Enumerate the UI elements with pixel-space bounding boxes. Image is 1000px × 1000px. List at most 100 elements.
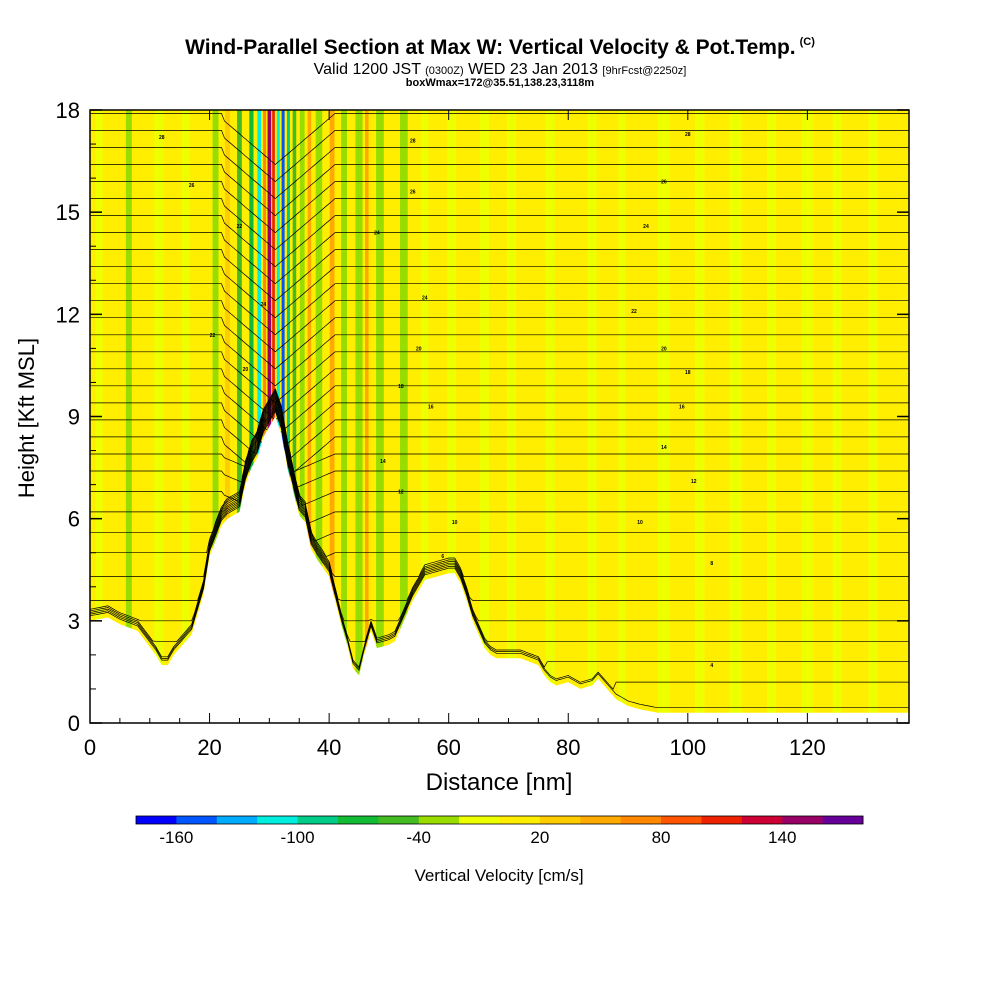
velocity-band (729, 110, 742, 723)
isentrope-line (90, 334, 909, 387)
isentrope-line (90, 317, 909, 370)
velocity-band (225, 110, 230, 723)
isentrope-line (90, 283, 909, 336)
colorbar-tick-label: -40 (406, 828, 431, 847)
y-tick-label: 15 (56, 200, 80, 225)
velocity-band (125, 110, 132, 723)
contour-label: 20 (416, 346, 422, 352)
contour-label: 14 (380, 459, 386, 465)
contour-label: 18 (685, 370, 691, 376)
colorbar-segment (418, 816, 460, 824)
isentrope-line (90, 390, 909, 473)
velocity-band (272, 110, 275, 723)
isentrope-line (90, 181, 909, 234)
terrain-fill (90, 416, 909, 723)
velocity-band (421, 110, 429, 723)
colorbar-label: Vertical Velocity [cm/s] (414, 866, 583, 885)
contour-label: 10 (637, 520, 643, 526)
colorbar-tick-label: 80 (652, 828, 671, 847)
isentrope-line (90, 408, 909, 690)
isentrope-line (90, 405, 909, 642)
colorbar-tick-label: 140 (768, 828, 796, 847)
colorbar-segment (216, 816, 258, 824)
colorbar-segment (136, 816, 177, 824)
velocity-band (212, 110, 219, 723)
velocity-band (399, 110, 408, 723)
isentrope-line (90, 164, 909, 217)
title-mark: (C) (799, 36, 815, 48)
x-tick-label: 40 (317, 735, 341, 760)
isentrope-line (90, 389, 909, 474)
velocity-band (868, 110, 878, 723)
contour-label: 6 (441, 554, 444, 560)
valid-time-line: Valid 1200 JST (0300Z) WED 23 Jan 2013 [… (0, 61, 1000, 79)
contour-label: 10 (452, 520, 458, 526)
isentrope-line (90, 404, 909, 622)
colorbar-segment (176, 816, 218, 824)
colorbar-frame (135, 815, 864, 825)
contour-label: 24 (261, 302, 267, 308)
forecast-info: [9hrFcst@2250z] (602, 65, 687, 77)
velocity-band (292, 110, 297, 723)
y-tick-label: 12 (56, 302, 80, 327)
contour-label: 18 (398, 384, 404, 390)
isentrope-line (90, 198, 909, 251)
colorbar-tick-label: 20 (530, 828, 549, 847)
contour-label: 14 (661, 445, 667, 451)
velocity-band (657, 110, 670, 723)
isentrope-line (90, 393, 909, 506)
colorbar-tick-label: -160 (159, 828, 193, 847)
contour-label: 20 (243, 367, 249, 373)
colorbar-segment (378, 816, 420, 824)
velocity-band (286, 110, 290, 723)
x-axis-label: Distance [nm] (426, 769, 573, 796)
x-tick-label: 20 (197, 735, 221, 760)
valid-prefix: Valid 1200 JST (313, 61, 421, 78)
y-tick-label: 18 (56, 98, 80, 123)
chart-title: Wind-Parallel Section at Max W: Vertical… (0, 36, 1000, 60)
velocity-band (237, 110, 242, 723)
valid-zulu: (0300Z) (425, 65, 464, 77)
isentrope-line (90, 385, 909, 438)
isentrope-line (90, 400, 909, 577)
isentrope-line (90, 147, 909, 199)
y-tick-label: 3 (68, 609, 80, 634)
contour-label: 24 (422, 295, 428, 301)
isentrope-line (90, 387, 909, 459)
isentrope-line (90, 232, 909, 285)
contour-label: 26 (410, 190, 416, 196)
velocity-band (832, 110, 842, 723)
contour-label: 22 (210, 333, 216, 339)
colorbar-segment (822, 816, 864, 824)
colorbar-tick-label: -100 (281, 828, 315, 847)
terrain-profile (90, 416, 909, 723)
velocity-band (329, 110, 335, 723)
velocity-band (364, 110, 369, 723)
colorbar: -160 -100 -40 20 80 140 (135, 815, 864, 847)
contour-label: 26 (661, 180, 667, 186)
isentrope-line (90, 396, 909, 542)
colorbar-segment (701, 816, 743, 824)
contour-label: 28 (159, 135, 165, 141)
colorbar-segment (620, 816, 662, 824)
isentrope-line (90, 407, 909, 668)
colorbar-segment (499, 816, 541, 824)
valid-date: WED 23 Jan 2013 (468, 61, 598, 78)
contour-label: 22 (237, 224, 243, 230)
potential-temperature-contours (90, 113, 909, 709)
contour-label: 28 (685, 132, 691, 138)
velocity-band (801, 110, 813, 723)
velocity-band (694, 110, 705, 723)
isentrope-line (90, 215, 909, 268)
y-tick-label: 9 (68, 405, 80, 430)
contour-label: 28 (410, 139, 416, 145)
isentrope-line (90, 113, 909, 165)
velocity-band (154, 110, 164, 723)
chart-title-text: Wind-Parallel Section at Max W: Vertical… (185, 36, 796, 59)
velocity-band (480, 110, 490, 723)
isentrope-line (90, 402, 909, 455)
contour-label: 26 (189, 183, 195, 189)
velocity-band (182, 110, 190, 723)
contour-label: 20 (661, 346, 667, 352)
